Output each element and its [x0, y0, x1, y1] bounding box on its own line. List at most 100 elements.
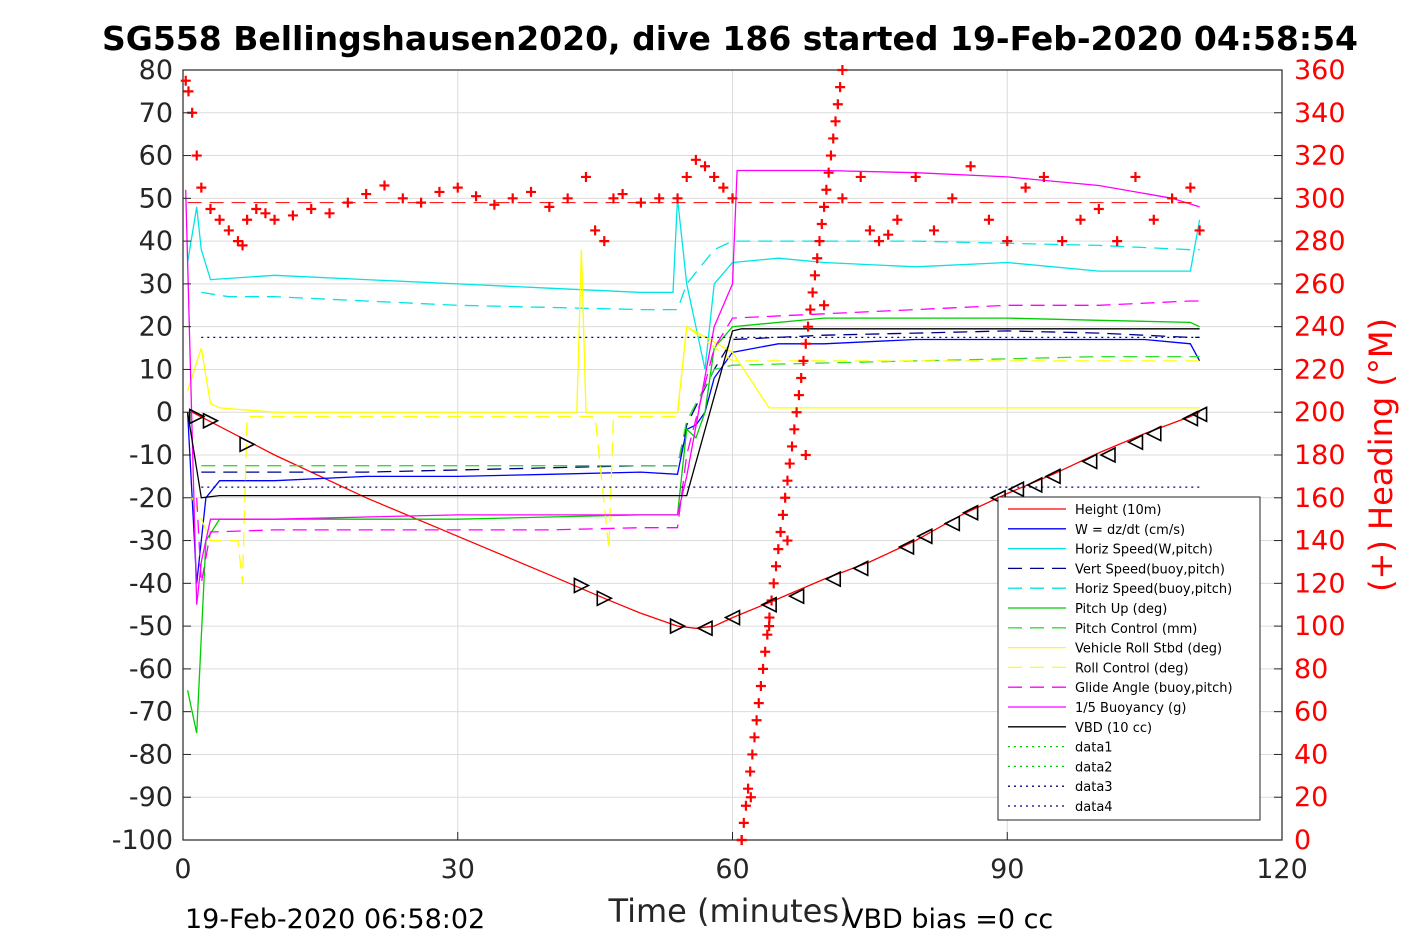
- left-tick-label: 20: [139, 312, 173, 343]
- heading-point: [819, 300, 830, 311]
- heading-point: [183, 86, 194, 97]
- heading-point: [787, 441, 798, 452]
- dive-marker: [961, 504, 979, 522]
- heading-point: [814, 236, 825, 247]
- right-tick-label: 60: [1294, 697, 1328, 728]
- heading-point: [764, 621, 775, 632]
- dive-marker: [1190, 406, 1208, 423]
- heading-point: [196, 182, 207, 193]
- left-tick-label: -10: [129, 440, 173, 471]
- dive-marker: [1144, 425, 1162, 442]
- heading-point: [883, 229, 894, 240]
- heading-point: [269, 214, 280, 225]
- heading-point: [379, 180, 390, 191]
- dive-marker: [916, 527, 933, 545]
- right-tick-label: 340: [1294, 98, 1346, 129]
- right-tick-label: 320: [1294, 141, 1346, 172]
- left-tick-label: 30: [139, 269, 173, 300]
- heading-point: [910, 171, 921, 182]
- heading-point: [751, 715, 762, 726]
- right-tick-label: 280: [1294, 226, 1346, 257]
- legend-label-14: data3: [1075, 780, 1113, 795]
- left-tick-label: -40: [129, 568, 173, 599]
- heading-point: [260, 208, 271, 219]
- legend: Height (10m) W = dz/dt (cm/s) Horiz Speed(…: [997, 496, 1261, 821]
- legend-label-5: Pitch Up (deg): [1075, 602, 1167, 617]
- heading-point: [825, 150, 836, 161]
- series-line-8: [191, 325, 1200, 584]
- heading-point: [832, 99, 843, 110]
- heading-point: [828, 133, 839, 144]
- legend-label-13: data2: [1075, 760, 1113, 775]
- legend-label-9: Glide Angle (buoy,pitch): [1075, 681, 1233, 696]
- left-tick-label: -70: [129, 697, 173, 728]
- right-tick-label: 300: [1294, 183, 1346, 214]
- left-tick-label: -30: [129, 526, 173, 557]
- right-tick-label: 140: [1294, 526, 1346, 557]
- heading-point: [789, 424, 800, 435]
- heading-point: [361, 189, 372, 200]
- series-line-9: [196, 300, 1200, 584]
- dive-marker: [851, 560, 869, 577]
- heading-point: [821, 184, 832, 195]
- series-line-2: [186, 198, 1201, 370]
- heading-point: [251, 204, 262, 215]
- dive-marker: [787, 587, 805, 605]
- heading-point: [745, 792, 756, 803]
- left-tick-label: -60: [129, 654, 173, 685]
- right-tick-label: 100: [1294, 611, 1346, 642]
- legend-label-7: Vehicle Roll Stbd (deg): [1075, 642, 1222, 657]
- heading-point: [762, 629, 773, 640]
- series-line-3: [201, 330, 1200, 473]
- heading-point: [237, 240, 248, 251]
- heading-point: [775, 527, 786, 537]
- heading-point: [777, 509, 788, 520]
- dive-marker: [669, 617, 687, 635]
- heading-point: [205, 204, 216, 215]
- heading-point: [1038, 171, 1049, 182]
- right-tick-label: 260: [1294, 269, 1346, 300]
- heading-point: [803, 321, 814, 332]
- dive-marker: [824, 570, 842, 588]
- heading-point: [874, 236, 885, 247]
- heading-point: [807, 287, 818, 298]
- heading-point: [798, 355, 809, 366]
- heading-point: [590, 225, 601, 236]
- heading-point: [753, 698, 764, 709]
- heading-point: [544, 201, 555, 212]
- heading-point: [816, 219, 827, 229]
- x-axis-label: Time (minutes): [608, 892, 852, 930]
- heading-point: [740, 800, 751, 811]
- x-axis-ticks: 0 30 60 90 120: [174, 832, 1308, 885]
- chart-title: SG558 Bellingshausen2020, dive 186 start…: [102, 19, 1358, 58]
- heading-point: [782, 535, 793, 546]
- heading-point: [835, 82, 846, 93]
- legend-label-8: Roll Control (deg): [1075, 661, 1189, 676]
- heading-point: [562, 193, 573, 204]
- heading-point: [928, 225, 939, 236]
- left-tick-label: 70: [139, 98, 173, 129]
- heading-point: [1148, 214, 1159, 225]
- heading-point: [760, 646, 771, 657]
- heading-point: [771, 561, 782, 572]
- dive-marker: [1099, 446, 1116, 464]
- dive-markers: [188, 406, 1208, 637]
- heading-point: [690, 154, 701, 165]
- x-tick-label: 120: [1256, 854, 1308, 885]
- right-tick-label: 360: [1294, 55, 1346, 86]
- left-tick-label: -50: [129, 611, 173, 642]
- heading-point: [608, 193, 619, 204]
- heading-point: [287, 210, 298, 221]
- heading-point: [223, 225, 234, 236]
- legend-label-4: Horiz Speed(buoy,pitch): [1075, 582, 1232, 597]
- legend-label-1: W = dz/dt (cm/s): [1075, 523, 1185, 538]
- heading-point: [749, 732, 760, 743]
- heading-point: [416, 197, 427, 208]
- heading-point: [306, 204, 317, 215]
- series-line-6: [201, 355, 1200, 467]
- heading-point: [635, 197, 646, 208]
- left-tick-label: 80: [139, 55, 173, 86]
- heading-point: [773, 544, 784, 555]
- heading-point: [1075, 214, 1086, 225]
- heading-point: [180, 75, 191, 86]
